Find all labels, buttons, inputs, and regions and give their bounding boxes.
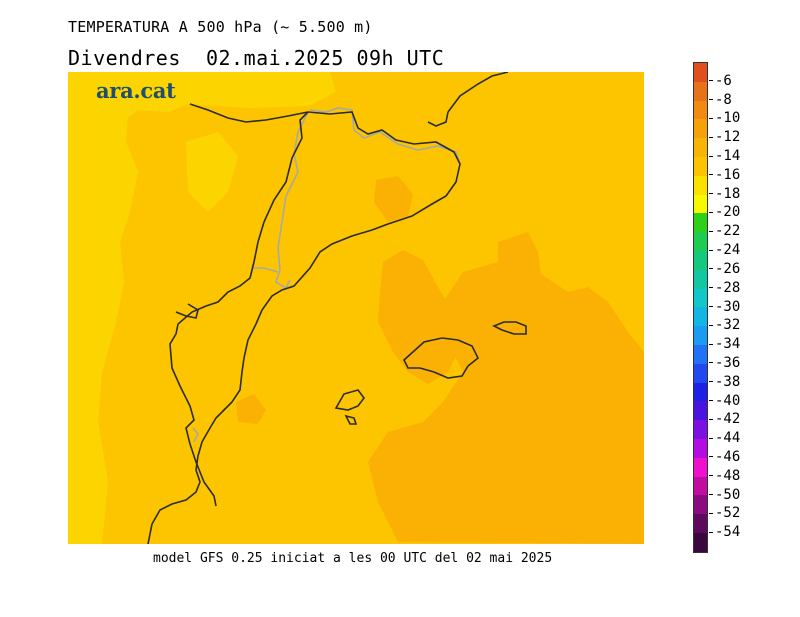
- color-scale-segment: [694, 307, 707, 327]
- model-footer: model GFS 0.25 iniciat a les 00 UTC del …: [153, 551, 553, 566]
- color-scale-segment: [694, 138, 707, 157]
- color-scale-segment: [694, 344, 707, 364]
- color-scale-label: -38: [709, 373, 740, 391]
- color-scale-segment: [694, 363, 707, 383]
- color-scale-label: -54: [709, 523, 740, 541]
- color-scale-label: -18: [709, 185, 740, 203]
- color-scale-label: -12: [709, 128, 740, 146]
- color-scale-label: -50: [709, 486, 740, 504]
- color-scale-label: -6: [709, 72, 732, 90]
- coastline-mountain-edge: [175, 103, 309, 319]
- color-scale-label: -46: [709, 448, 740, 466]
- color-scale-label: -28: [709, 279, 740, 297]
- border-line-valencia: [192, 267, 279, 443]
- color-scale-label: -10: [709, 109, 740, 127]
- color-scale-label: -32: [709, 316, 740, 334]
- cooler-patch: [186, 132, 238, 212]
- map-title: TEMPERATURA A 500 hPa (~ 5.500 m): [68, 18, 373, 36]
- color-scale-label: -42: [709, 410, 740, 428]
- color-scale-segment: [694, 457, 707, 477]
- cooler-region-nw: [68, 72, 208, 168]
- color-scale-label: -52: [709, 504, 740, 522]
- warmer-patch-ne: [374, 176, 413, 222]
- color-scale-label: -24: [709, 241, 740, 259]
- color-scale-segment: [694, 532, 707, 552]
- color-scale-segment: [694, 476, 707, 496]
- color-scale-segment: [694, 213, 707, 233]
- color-scale-segment: [694, 495, 707, 515]
- color-scale-segment: [694, 250, 707, 270]
- color-scale-label: -34: [709, 335, 740, 353]
- coastline-north: [147, 111, 461, 544]
- color-scale-label: -36: [709, 354, 740, 372]
- map-svg: [68, 72, 644, 544]
- coastline-west-interior: [169, 111, 309, 507]
- ara-cat-logo: ara.cat: [96, 78, 176, 103]
- color-scale-segment: [694, 156, 707, 176]
- color-scale-segment: [694, 232, 707, 251]
- color-scale-segment: [694, 326, 707, 345]
- color-scale-label: -26: [709, 260, 740, 278]
- color-scale-label: -30: [709, 298, 740, 316]
- island-ibiza: [334, 389, 365, 425]
- warmer-region-east: [498, 232, 608, 382]
- color-scale-segment: [694, 514, 707, 533]
- color-scale-segment: [694, 175, 707, 195]
- color-scale-segment: [694, 63, 707, 82]
- border-line-france: [309, 107, 461, 165]
- map-date-subtitle: Divendres 02.mai.2025 09h UTC: [68, 46, 445, 70]
- border-line-catalonia-aragon: [275, 111, 309, 290]
- color-scale-segment: [694, 420, 707, 439]
- warmer-region-center: [378, 250, 458, 384]
- color-scale-segment: [694, 100, 707, 120]
- coastline-pyrenees: [427, 72, 509, 127]
- color-scale-segment: [694, 382, 707, 402]
- warmer-patch-sw: [236, 394, 266, 424]
- color-scale-label: -8: [709, 91, 732, 109]
- color-scale-segment: [694, 119, 707, 139]
- island-mallorca: [403, 337, 480, 379]
- color-scale-label: -22: [709, 222, 740, 240]
- color-scale-segment: [694, 269, 707, 289]
- color-scale-bar: [693, 62, 708, 553]
- color-scale-label: -14: [709, 147, 740, 165]
- color-scale-segment: [694, 438, 707, 458]
- color-scale-segment: [694, 288, 707, 308]
- color-scale-segment: [694, 401, 707, 421]
- temperature-map: ara.cat: [68, 72, 644, 544]
- color-scale-label: -20: [709, 203, 740, 221]
- color-scale-label: -16: [709, 166, 740, 184]
- warmer-patch-s: [446, 412, 538, 512]
- color-scale-label: -48: [709, 467, 740, 485]
- color-scale-segment: [694, 81, 707, 101]
- island-menorca: [492, 321, 527, 335]
- color-scale-labels: -6 -8 -10 -12 -14 -16 -18 -20 -22 -24 -26 -28 -30 -32…: [709, 62, 789, 553]
- color-scale-segment: [694, 194, 707, 214]
- color-scale-label: -44: [709, 429, 740, 447]
- color-scale-label: -40: [709, 392, 740, 410]
